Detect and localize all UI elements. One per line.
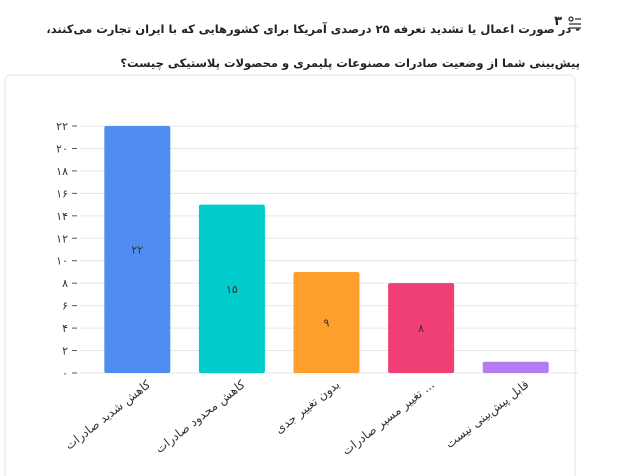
y-tick-label: ۴: [62, 322, 68, 335]
question-text: - در صورت اعمال یا تشدید تعرفه ۲۵ درصدی …: [46, 22, 580, 70]
bar: [388, 283, 455, 373]
bar: [293, 271, 360, 373]
y-tick-label: ۶: [62, 300, 68, 313]
y-tick-label: ۸: [62, 277, 68, 290]
question-number: ۳: [554, 14, 562, 29]
y-tick-label: ۲: [62, 345, 68, 358]
value-label: ۹: [324, 316, 330, 329]
y-tick-label: ۱۰: [56, 255, 68, 268]
y-tick-label: ۱۶: [56, 187, 68, 200]
y-tick-label: ۱۲: [56, 232, 68, 245]
y-tick-label: ۱۸: [56, 165, 68, 178]
value-label: ۸: [418, 322, 424, 335]
bar: [482, 361, 549, 373]
y-tick-label: ۱۴: [56, 210, 68, 223]
list-icon: [568, 16, 581, 29]
y-tick-label: ۲۰: [56, 142, 68, 155]
bar: [104, 126, 171, 373]
bar: [198, 204, 265, 373]
value-label: ۱۵: [226, 283, 238, 296]
value-label: ۲۲: [131, 244, 143, 257]
y-tick-label: ۲۲: [56, 120, 68, 133]
y-tick-label: ۰: [62, 367, 68, 380]
